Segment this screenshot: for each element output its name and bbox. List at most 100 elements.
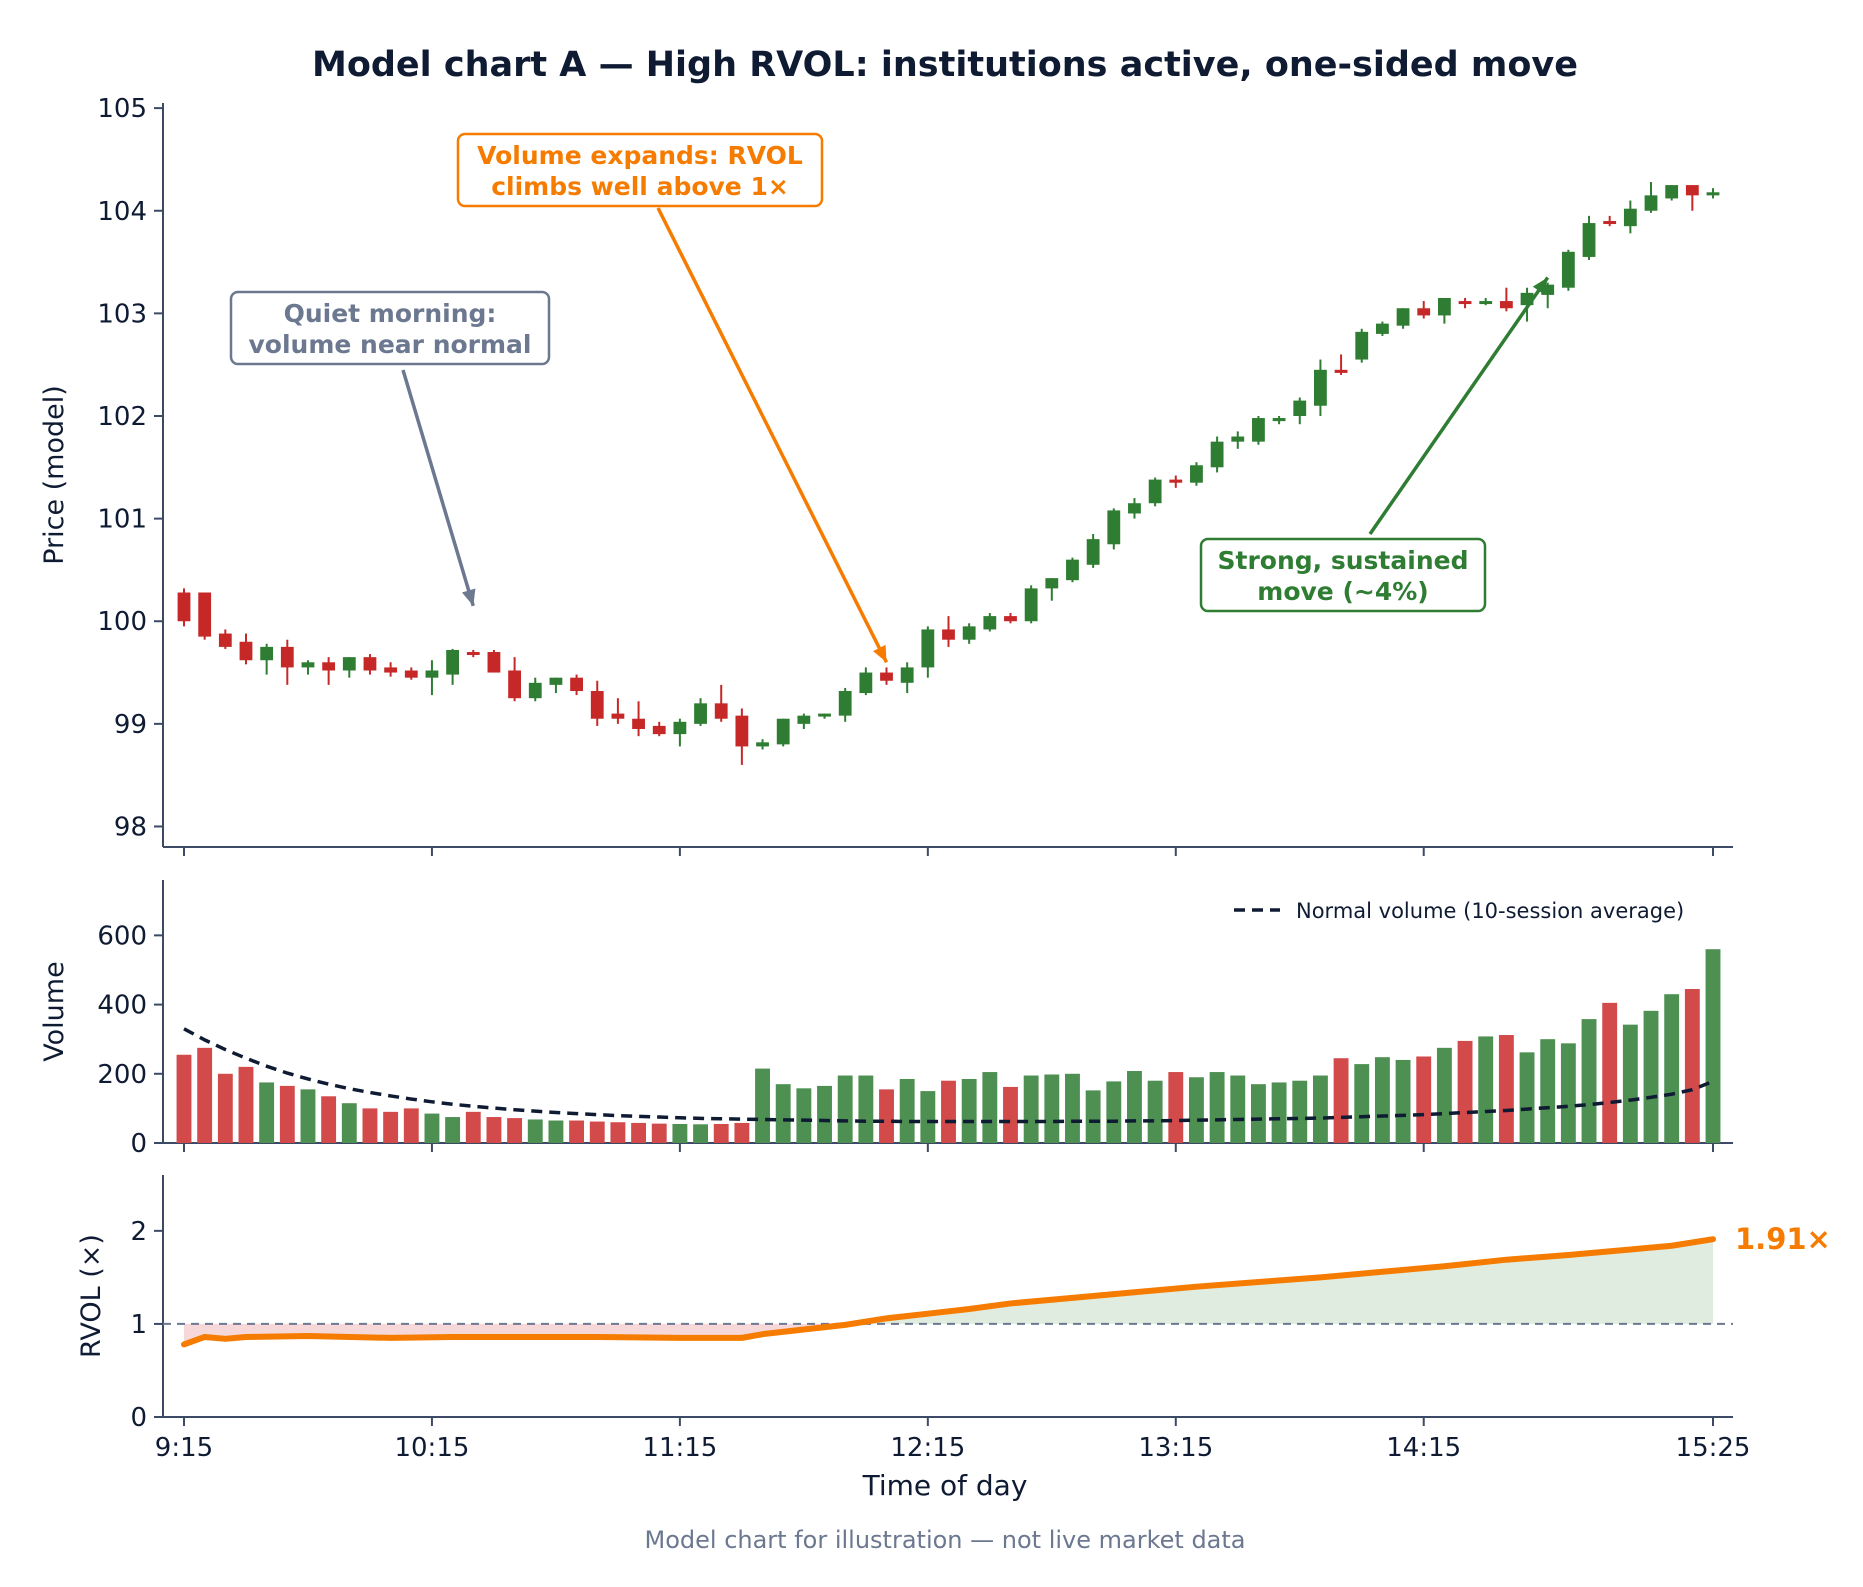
volume-bar — [1127, 1071, 1142, 1143]
volume-bar — [1354, 1064, 1370, 1143]
price-candle-body — [1210, 441, 1224, 468]
volume-bar — [1312, 1075, 1328, 1143]
rvol-y-tick-label: 2 — [130, 1217, 147, 1247]
volume-bar — [651, 1123, 667, 1143]
price-candle-body — [1665, 185, 1679, 199]
volume-bar — [1065, 1073, 1080, 1143]
annotation-box — [456, 132, 824, 208]
price-candle-body — [508, 670, 521, 699]
volume-bar — [1085, 1090, 1101, 1143]
price-y-tick-label: 101 — [97, 505, 147, 535]
price-candle-body — [1582, 223, 1596, 257]
volume-bar — [858, 1075, 874, 1143]
price-candle-body — [838, 691, 852, 716]
price-candle-body — [342, 657, 356, 671]
volume-bar — [920, 1091, 936, 1143]
volume-bar — [610, 1122, 626, 1143]
volume-bar — [713, 1123, 729, 1143]
price-candle-body — [1376, 323, 1389, 334]
price-candle-body — [1128, 503, 1141, 514]
volume-bar — [1147, 1080, 1163, 1143]
rvol-y-tick-label: 1 — [130, 1310, 147, 1340]
price-candle-body — [962, 626, 976, 640]
volume-bar — [796, 1088, 812, 1143]
price-candle-body — [1148, 479, 1162, 504]
volume-bar — [1395, 1059, 1411, 1143]
volume-bar — [424, 1113, 440, 1143]
rvol-y-tick-label: 0 — [130, 1403, 147, 1433]
volume-bar — [961, 1078, 977, 1143]
price-candle-body — [1417, 308, 1431, 316]
volume-bar — [941, 1080, 956, 1143]
price-candle-body — [1396, 308, 1410, 326]
price-candle-body — [714, 703, 728, 719]
price-y-tick-label: 100 — [97, 607, 147, 637]
price-candle-body — [239, 641, 253, 661]
price-candle-body — [446, 649, 460, 675]
volume-bar — [1271, 1082, 1287, 1143]
x-tick-label: 11:15 — [642, 1433, 717, 1463]
volume-bar — [1664, 994, 1680, 1143]
annotation-arrow — [1368, 276, 1550, 535]
volume-bar — [1519, 1052, 1535, 1143]
x-tick-label: 9:15 — [155, 1433, 213, 1463]
volume-bar — [1106, 1081, 1122, 1143]
volume-bar — [1023, 1075, 1039, 1143]
price-candle-body — [1024, 588, 1038, 622]
annotation-text: move (~4%) — [1257, 577, 1428, 606]
volume-bar — [693, 1124, 708, 1143]
volume-y-tick-label: 0 — [130, 1129, 147, 1159]
x-tick-label: 10:15 — [394, 1433, 469, 1463]
volume-bar — [176, 1054, 192, 1143]
x-tick-label: 12:15 — [890, 1433, 965, 1463]
volume-bar — [1416, 1056, 1432, 1143]
volume-bar — [445, 1117, 461, 1143]
volume-bar — [1457, 1040, 1473, 1143]
price-candle-body — [611, 713, 625, 719]
volume-bar — [1333, 1058, 1349, 1143]
price-candle-body — [921, 629, 935, 668]
price-candle-body — [1644, 195, 1658, 211]
price-candle-body — [880, 672, 893, 681]
volume-bar — [817, 1085, 832, 1143]
price-candle-body — [528, 682, 542, 699]
price-y-tick-label: 105 — [97, 94, 147, 124]
footer-note: Model chart for illustration — not live … — [645, 1526, 1246, 1554]
volume-bar — [569, 1120, 585, 1143]
price-y-axis-label: Price (model) — [39, 385, 70, 565]
price-candle-body — [673, 721, 687, 735]
volume-y-tick-label: 200 — [97, 1060, 147, 1090]
volume-bar — [259, 1082, 275, 1143]
annotation-box — [229, 290, 551, 366]
price-candle-body — [694, 703, 707, 724]
price-candle-body — [198, 592, 212, 637]
volume-bar — [1478, 1036, 1494, 1143]
volume-bar — [1250, 1084, 1266, 1143]
price-candle-body — [1045, 578, 1059, 589]
x-tick-label: 14:15 — [1386, 1433, 1461, 1463]
volume-bar — [837, 1075, 853, 1143]
annotation-arrowhead — [461, 588, 476, 606]
volume-bar — [899, 1078, 915, 1143]
volume-bar — [1436, 1047, 1452, 1143]
volume-bar — [1374, 1057, 1390, 1143]
volume-bar — [486, 1117, 502, 1143]
volume-bar — [1044, 1074, 1060, 1143]
price-candle-body — [384, 667, 398, 673]
volume-bar — [341, 1103, 357, 1143]
x-axis-label: Time of day — [862, 1469, 1028, 1502]
volume-bar — [403, 1108, 419, 1143]
volume-bar — [1292, 1080, 1308, 1143]
volume-bar — [383, 1111, 399, 1143]
price-candle-body — [859, 672, 873, 694]
volume-bar — [548, 1120, 564, 1143]
price-candle-body — [1603, 221, 1617, 225]
volume-bar — [1230, 1075, 1246, 1143]
price-candle-body — [404, 670, 418, 678]
price-candle-body — [1706, 192, 1720, 196]
volume-bar — [1705, 949, 1721, 1143]
price-candle-body — [1437, 297, 1451, 316]
price-y-tick-label: 104 — [97, 197, 147, 227]
price-candle-body — [652, 725, 666, 735]
price-candle-body — [549, 677, 563, 685]
